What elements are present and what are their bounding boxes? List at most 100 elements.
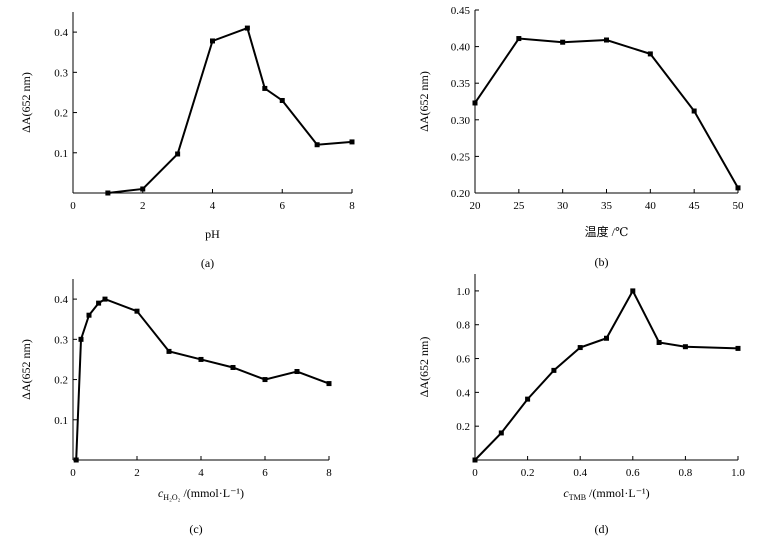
chart-3-data-point bbox=[604, 335, 609, 341]
chart-2-data-point bbox=[86, 312, 92, 318]
chart-3-x-axis-variable: c bbox=[563, 486, 569, 500]
chart-3-x-axis-unit: /(mmol·L⁻¹) bbox=[589, 486, 650, 500]
chart-3-y-tick-label: 0.8 bbox=[456, 320, 470, 332]
chart-2-data-point bbox=[73, 457, 79, 463]
chart-2-x-tick-label: 8 bbox=[326, 467, 332, 479]
chart-3-data-point bbox=[656, 339, 662, 345]
chart-3-data-point bbox=[472, 457, 478, 463]
chart-0-data-point bbox=[175, 151, 181, 157]
chart-3-data-point bbox=[630, 288, 636, 294]
chart-3-x-axis-subscript: TMB bbox=[569, 493, 586, 502]
chart-1-x-tick-label: 20 bbox=[470, 200, 482, 212]
chart-2-data-point bbox=[78, 336, 84, 342]
chart-2-data-point bbox=[326, 381, 332, 387]
chart-1-x-tick-label: 40 bbox=[645, 200, 657, 212]
chart-0-data-point bbox=[244, 25, 250, 31]
chart-2-data-point bbox=[166, 348, 172, 354]
chart-2-x-tick-label: 4 bbox=[198, 467, 204, 479]
chart-1-y-tick-label: 0.45 bbox=[451, 5, 471, 17]
panel-d: 0 0.2 0.4 0.6 0.8 1.0 0.2 0.4 0.6 0.8 1.0 ΔA(652 nm… bbox=[417, 274, 745, 536]
chart-2-data-point bbox=[198, 356, 204, 362]
chart-2-data-point bbox=[230, 364, 236, 370]
chart-2-data-point bbox=[294, 369, 300, 375]
chart-0-y-axis-title: ΔA(652 nm) bbox=[19, 72, 33, 133]
chart-3-x-tick-label: 0 bbox=[472, 467, 478, 479]
chart-0-data-point bbox=[314, 142, 320, 148]
chart-1-x-tick-label: 30 bbox=[557, 200, 569, 212]
panel-c: 0 2 4 6 8 0.1 0.2 0.3 0.4 ΔA(652 nm) cH₂O₂/(mmol·L… bbox=[19, 279, 332, 536]
chart-1-x-tick-label: 50 bbox=[733, 200, 745, 212]
chart-3-data-point bbox=[551, 367, 557, 373]
chart-3-y-axis-title: ΔA(652 nm) bbox=[417, 337, 431, 398]
chart-1-series-line bbox=[474, 37, 739, 189]
chart-1-data-point bbox=[472, 100, 478, 106]
chart-1-data-point bbox=[604, 37, 609, 43]
chart-3-data-point bbox=[525, 396, 531, 402]
chart-3-data-point bbox=[735, 345, 741, 351]
chart-0-data-point bbox=[262, 85, 268, 91]
chart-2-x-axis-variable: c bbox=[158, 486, 164, 500]
chart-3-y-tick-label: 0.2 bbox=[456, 421, 470, 433]
chart-3-x-axis-title: cTMB/(mmol·L⁻¹) bbox=[563, 486, 649, 502]
chart-2-y-tick-label: 0.2 bbox=[54, 375, 68, 387]
chart-1-y-tick-label: 0.20 bbox=[451, 188, 471, 200]
chart-0-data-point bbox=[210, 38, 215, 44]
chart-1-data-point bbox=[735, 185, 741, 191]
chart-1-data-point bbox=[560, 39, 566, 45]
chart-1-panel-label: (b) bbox=[595, 255, 609, 269]
chart-1-y-tick-label: 0.35 bbox=[451, 78, 471, 90]
chart-0-data-point bbox=[279, 97, 285, 103]
panel-a: 0 2 4 6 8 0.1 0.2 0.3 0.4 ΔA(652 nm) pH (a) bbox=[19, 12, 355, 270]
chart-1-x-tick-label: 35 bbox=[601, 200, 613, 212]
chart-0-x-tick-label: 0 bbox=[70, 200, 76, 212]
chart-1-y-tick-label: 0.40 bbox=[451, 42, 471, 54]
chart-2-x-tick-label: 6 bbox=[262, 467, 268, 479]
chart-2-series-line bbox=[75, 297, 330, 461]
chart-2-y-tick-label: 0.1 bbox=[54, 415, 68, 427]
chart-2-x-axis-title: cH₂O₂/(mmol·L⁻¹) bbox=[158, 486, 244, 502]
chart-1-data-point bbox=[691, 108, 697, 114]
chart-1-y-tick-label: 0.30 bbox=[451, 115, 471, 127]
chart-3-x-tick-label: 0.4 bbox=[573, 467, 587, 479]
chart-2-y-tick-label: 0.4 bbox=[54, 294, 68, 306]
chart-3-x-tick-label: 0.6 bbox=[626, 467, 640, 479]
chart-3-data-point bbox=[682, 344, 688, 350]
chart-1-x-tick-label: 45 bbox=[689, 200, 701, 212]
chart-0-series-line bbox=[107, 26, 353, 194]
chart-0-y-tick-label: 0.4 bbox=[54, 27, 68, 39]
chart-0-y-tick-label: 0.2 bbox=[54, 108, 68, 120]
chart-3-y-tick-label: 1.0 bbox=[456, 286, 470, 298]
chart-3-series-line bbox=[474, 288, 739, 461]
chart-1-x-tick-label: 25 bbox=[513, 200, 525, 212]
chart-0-x-tick-label: 4 bbox=[210, 200, 216, 212]
chart-3-y-tick-label: 0.4 bbox=[456, 387, 470, 399]
chart-2-x-tick-label: 2 bbox=[134, 467, 140, 479]
chart-0-panel-label: (a) bbox=[201, 256, 214, 270]
chart-0-x-tick-label: 2 bbox=[140, 200, 146, 212]
chart-3-panel-label: (d) bbox=[595, 522, 609, 536]
chart-0-data-point bbox=[105, 190, 111, 196]
chart-2-x-axis-unit: /(mmol·L⁻¹) bbox=[183, 486, 244, 500]
chart-1-data-point bbox=[516, 36, 522, 42]
chart-0-x-tick-label: 8 bbox=[349, 200, 355, 212]
chart-2-data-point bbox=[134, 308, 140, 314]
chart-0-x-axis-title: pH bbox=[205, 227, 220, 241]
chart-0-y-tick-label: 0.3 bbox=[54, 67, 68, 79]
chart-2-x-tick-label: 0 bbox=[70, 467, 76, 479]
chart-2-data-point bbox=[102, 296, 108, 302]
panel-b: 20 25 30 35 40 45 50 0.20 0.25 0.30 0.35 0.40 0.45 ΔA… bbox=[417, 5, 744, 269]
chart-2-panel-label: (c) bbox=[189, 522, 202, 536]
chart-1-y-tick-label: 0.25 bbox=[451, 151, 471, 163]
chart-3-x-tick-label: 0.8 bbox=[679, 467, 693, 479]
chart-3-y-tick-label: 0.6 bbox=[456, 354, 470, 366]
chart-1-x-axis-title: 温度 /℃ bbox=[585, 224, 629, 239]
chart-1-y-axis-title: ΔA(652 nm) bbox=[417, 71, 431, 132]
chart-2-data-point bbox=[262, 377, 268, 383]
chart-2-y-axis-title: ΔA(652 nm) bbox=[19, 339, 33, 400]
chart-0-y-tick-label: 0.1 bbox=[54, 148, 68, 160]
chart-0-x-tick-label: 6 bbox=[280, 200, 286, 212]
chart-2-data-point bbox=[96, 300, 102, 306]
chart-2-x-axis-subscript: H₂O₂ bbox=[163, 493, 180, 502]
chart-0-data-point bbox=[349, 139, 355, 145]
